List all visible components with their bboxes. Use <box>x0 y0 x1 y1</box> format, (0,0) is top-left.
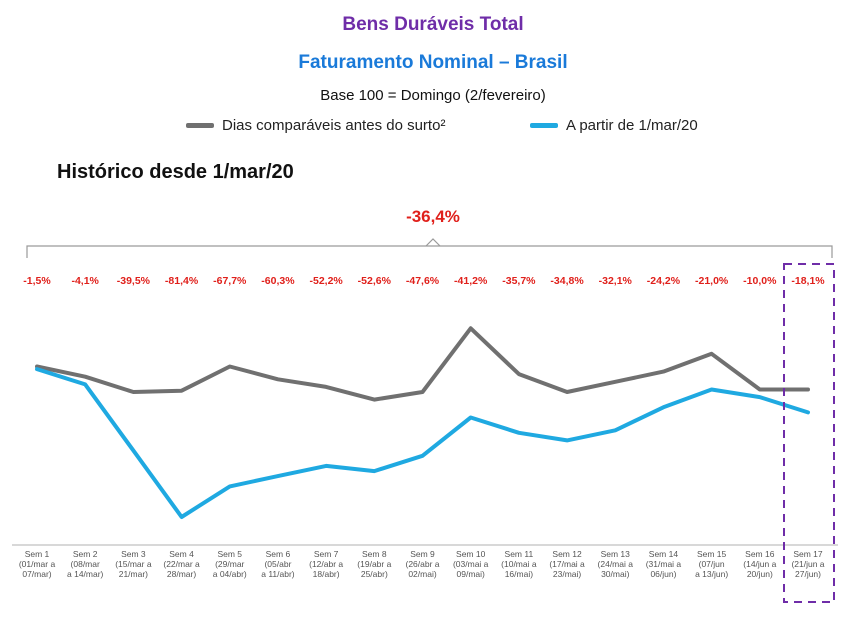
pct-label-16: -10,0% <box>743 275 777 287</box>
pct-label-13: -32,1% <box>599 275 633 287</box>
x-tick-label-12: Sem 12 (17/mai a 23/mai) <box>549 549 585 579</box>
pct-label-5: -67,7% <box>213 275 247 287</box>
base-note: Base 100 = Domingo (2/fevereiro) <box>320 87 546 104</box>
bracket-line <box>26 245 833 258</box>
pct-label-6: -60,3% <box>261 275 295 287</box>
x-tick-label-14: Sem 14 (31/mai a 06/jun) <box>646 549 682 579</box>
pct-label-4: -81,4% <box>165 275 199 287</box>
x-tick-label-10: Sem 10 (03/mai a 09/mai) <box>453 549 489 579</box>
chart-subtitle: Faturamento Nominal – Brasil <box>298 52 568 73</box>
bracket-tip <box>425 238 441 247</box>
legend-item-after: A partir de 1/mar/20 <box>530 117 698 134</box>
pct-label-2: -4,1% <box>71 275 99 287</box>
section-title: Histórico desde 1/mar/20 <box>57 161 294 183</box>
pct-label-7: -52,2% <box>309 275 343 287</box>
x-tick-label-16: Sem 16 (14/jun a 20/jun) <box>743 549 776 579</box>
x-tick-label-3: Sem 3 (15/mar a 21/mar) <box>115 549 152 579</box>
x-tick-label-9: Sem 9 (26/abr a 02/mai) <box>405 549 439 579</box>
legend-label-after: A partir de 1/mar/20 <box>566 117 698 134</box>
x-tick-label-7: Sem 7 (12/abr a 18/abr) <box>309 549 343 579</box>
legend-swatch-blue-icon <box>530 123 558 128</box>
pct-label-11: -35,7% <box>502 275 536 287</box>
pct-label-3: -39,5% <box>117 275 151 287</box>
x-tick-label-2: Sem 2 (08/mar a 14/mar) <box>67 549 104 579</box>
legend-label-before: Dias comparáveis antes do surto² <box>222 117 446 134</box>
legend-swatch-gray-icon <box>186 123 214 128</box>
chart-title: Bens Duráveis Total <box>342 14 524 35</box>
pct-label-9: -47,6% <box>406 275 440 287</box>
pct-label-1: -1,5% <box>23 275 51 287</box>
x-tick-label-11: Sem 11 (10/mai a 16/mai) <box>501 549 537 579</box>
pct-label-15: -21,0% <box>695 275 729 287</box>
pct-label-14: -24,2% <box>647 275 681 287</box>
total-change-label: -36,4% <box>406 207 460 226</box>
series-after-line <box>35 367 810 519</box>
x-tick-label-6: Sem 6 (05/abr a 11/abr) <box>261 549 295 579</box>
legend-item-before: Dias comparáveis antes do surto² <box>186 117 445 134</box>
x-tick-label-8: Sem 8 (19/abr a 25/abr) <box>357 549 391 579</box>
pct-label-10: -41,2% <box>454 275 488 287</box>
pct-label-17: -18,1% <box>791 275 825 287</box>
pct-label-8: -52,6% <box>358 275 392 287</box>
x-tick-label-5: Sem 5 (29/mar a 04/abr) <box>213 549 247 579</box>
pct-label-12: -34,8% <box>550 275 584 287</box>
x-tick-label-4: Sem 4 (22/mar a 28/mar) <box>163 549 200 579</box>
x-tick-label-17: Sem 17 (21/jun a 27/jun) <box>791 549 824 579</box>
series-before-line <box>35 326 810 402</box>
highlight-box-last-week <box>783 263 835 603</box>
x-tick-label-13: Sem 13 (24/mai a 30/mai) <box>598 549 634 579</box>
x-tick-label-1: Sem 1 (01/mar a 07/mar) <box>19 549 56 579</box>
x-tick-label-15: Sem 15 (07/jun a 13/jun) <box>695 549 728 579</box>
